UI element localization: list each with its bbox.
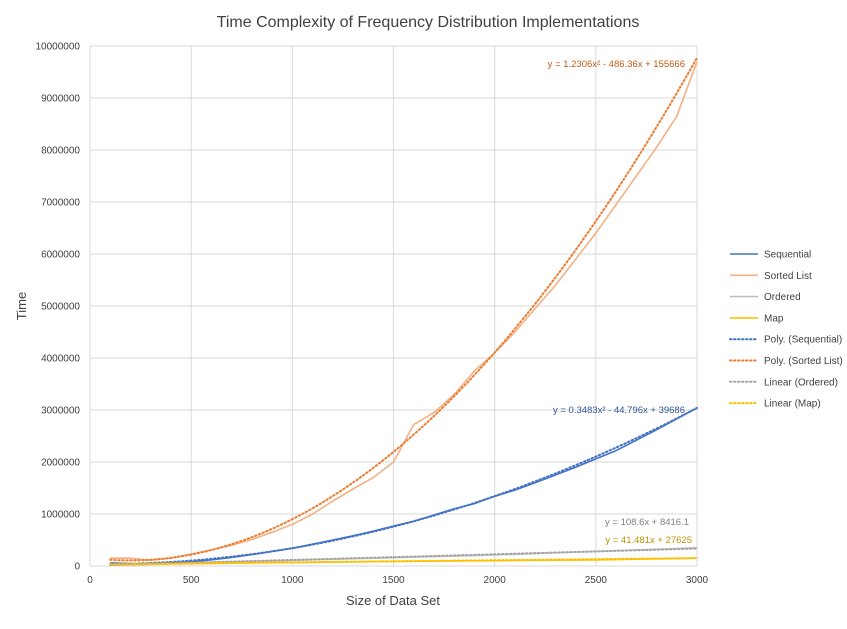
y-tick-label: 1000000 [41, 510, 80, 521]
equation-layer: y = 0.3483x² - 44.796x + 39686 y = 1.2306… [548, 59, 692, 546]
legend-label: Poly. (Sorted List) [764, 356, 843, 367]
series-line-sorted-list [110, 61, 698, 562]
series-line-poly-sequential [109, 406, 698, 565]
y-axis-label: Time [14, 292, 29, 320]
grid-layer [89, 45, 698, 567]
x-axis-label: Size of Data Set [346, 593, 440, 608]
y-tick-label: 3000000 [41, 406, 80, 417]
y-tick-label: 4000000 [41, 354, 80, 365]
x-tick-label: 0 [87, 575, 93, 586]
series-line-linear-map [109, 557, 698, 566]
legend-label: Linear (Map) [764, 399, 821, 410]
tick-layer: 0 1000000 2000000 3000000 4000000 5000000 6000… [36, 42, 709, 587]
legend-label: Ordered [764, 292, 801, 303]
x-tick-label: 500 [183, 575, 200, 586]
series-line-linear-ordered [109, 547, 698, 566]
legend-label: Sorted List [764, 271, 812, 282]
x-tick-label: 2500 [585, 575, 608, 586]
legend-label: Poly. (Sequential) [764, 335, 842, 346]
y-tick-label: 9000000 [41, 94, 80, 105]
trendline-equation-poly-sorted-list: y = 1.2306x² - 486.36x + 155666 [548, 59, 685, 70]
trendline-equation-poly-sequential: y = 0.3483x² - 44.796x + 39686 [553, 405, 685, 416]
y-tick-label: 6000000 [41, 250, 80, 261]
trendline-equation-linear-map: y = 41.481x + 27625 [605, 535, 692, 546]
x-tick-label: 2000 [484, 575, 507, 586]
y-tick-label: 2000000 [41, 458, 80, 469]
x-tick-label: 1000 [281, 575, 304, 586]
chart-title: Time Complexity of Frequency Distributio… [217, 14, 640, 31]
y-tick-label: 5000000 [41, 302, 80, 313]
y-tick-label: 0 [74, 562, 80, 573]
trendline-equation-linear-ordered: y = 108.6x + 8416.1 [605, 517, 689, 528]
y-tick-label: 10000000 [36, 42, 81, 53]
series-layer [109, 56, 698, 566]
legend-label: Linear (Ordered) [764, 377, 838, 388]
legend-label: Sequential [764, 250, 811, 261]
y-tick-label: 7000000 [41, 198, 80, 209]
x-tick-label: 1500 [382, 575, 405, 586]
y-tick-label: 8000000 [41, 146, 80, 157]
series-line-poly-sorted-list [109, 56, 698, 562]
x-tick-label: 3000 [686, 575, 709, 586]
legend: Sequential Sorted List Ordered Map Poly. (Se… [729, 250, 843, 410]
legend-label: Map [764, 313, 784, 324]
